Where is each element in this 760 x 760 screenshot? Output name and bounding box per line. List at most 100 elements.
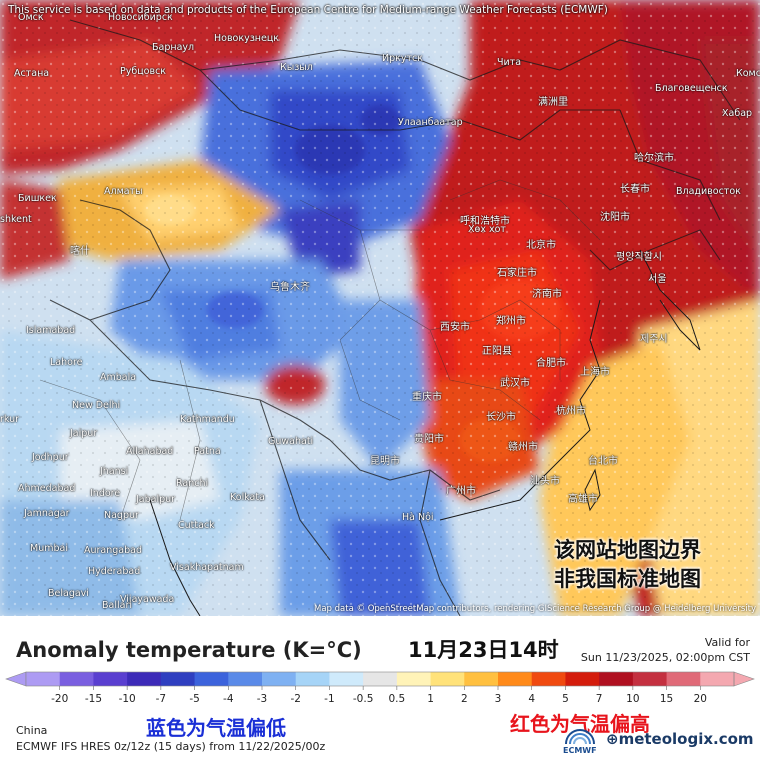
legend-title: Anomaly temperature (K=°C) <box>16 638 362 662</box>
scale-swatch <box>700 672 735 686</box>
city-label: Ahmedabad <box>18 483 76 494</box>
city-label: 沈阳市 <box>600 212 630 223</box>
scale-label: -15 <box>85 693 102 705</box>
scale-label: 5 <box>562 693 569 705</box>
brand-name: meteologix.com <box>618 730 754 748</box>
city-label: Belagavi <box>48 588 89 599</box>
city-label: New Delhi <box>72 400 121 411</box>
scale-label: 20 <box>694 693 707 705</box>
scale-swatch <box>396 672 432 686</box>
city-label: Mumbai <box>30 543 68 554</box>
city-label: 呼和浩特市 <box>460 216 510 227</box>
city-label: 郑州市 <box>496 316 526 327</box>
city-label: Хабар <box>722 108 753 119</box>
scale-label: -5 <box>189 693 199 705</box>
city-label: 평양직할시 <box>616 252 662 263</box>
scale-label: 2 <box>461 693 468 705</box>
city-label: Астана <box>14 68 50 79</box>
brand-link[interactable]: ⊕meteologix.com <box>606 730 754 748</box>
city-label: 서울 <box>648 274 667 285</box>
scale-swatch <box>531 672 566 686</box>
city-label: Hà Nội <box>402 512 434 523</box>
city-label: 高雄市 <box>568 494 598 505</box>
region-label: China <box>16 724 48 737</box>
city-label: Благовещенск <box>655 83 728 94</box>
scale-swatch <box>363 672 398 686</box>
city-label: 长春市 <box>620 184 650 195</box>
temperature-anomaly-map <box>0 0 760 616</box>
city-label: 赣州市 <box>508 442 538 453</box>
service-note: This service is based on data and produc… <box>8 4 608 16</box>
city-label: 石家庄市 <box>497 268 537 279</box>
scale-swatch <box>228 672 263 686</box>
warm-note: 红色为气温偏高 <box>510 712 650 736</box>
scale-swatch <box>666 672 701 686</box>
city-label: Guwahati <box>268 436 314 447</box>
city-label: Ballari <box>102 600 132 611</box>
legend-panel: Anomaly temperature (K=°C) 11月23日14时 Val… <box>0 616 760 760</box>
scale-label: 15 <box>660 693 673 705</box>
scale-swatch <box>329 672 364 686</box>
city-label: 北京市 <box>526 240 556 251</box>
city-label: 武汉市 <box>500 378 530 389</box>
scale-swatch <box>93 672 128 686</box>
city-label: rkur <box>0 414 20 425</box>
scale-label: 10 <box>626 693 639 705</box>
scale-label: -20 <box>51 693 68 705</box>
city-label: Комс <box>736 68 760 79</box>
city-label: Cuttack <box>178 520 215 531</box>
city-label: Jabalpur <box>136 494 176 505</box>
city-label: Хөх хот <box>468 224 506 235</box>
city-label: 哈尔滨市 <box>634 153 674 164</box>
scale-label: 1 <box>427 693 434 705</box>
scale-swatch <box>127 672 162 686</box>
city-label: 重庆市 <box>412 392 442 403</box>
city-label: Алматы <box>104 186 143 197</box>
scale-label: -0.5 <box>353 693 374 705</box>
ecmwf-label: ECMWF <box>563 746 597 755</box>
city-label: Барнаул <box>152 42 195 53</box>
city-label: Бишкек <box>18 193 57 204</box>
city-label: Jhansi <box>100 466 129 477</box>
scale-label: -3 <box>257 693 267 705</box>
city-label: 杭州市 <box>556 406 586 417</box>
city-label: Kathmandu <box>180 414 235 425</box>
valid-time: Sun 11/23/2025, 02:00pm CST <box>580 651 750 664</box>
scale-label: -10 <box>119 693 136 705</box>
city-label: 合肥市 <box>536 358 566 369</box>
brand-globe-icon: ⊕ <box>606 730 619 748</box>
city-label: 济南市 <box>532 289 562 300</box>
scale-arrow-high <box>733 671 755 687</box>
city-label: Омск <box>18 12 44 23</box>
city-label: 喀什 <box>70 246 90 257</box>
scale-label: -1 <box>324 693 334 705</box>
city-label: Ranchi <box>176 478 209 489</box>
scale-swatch <box>194 672 229 686</box>
scale-swatch <box>632 672 668 686</box>
city-label: 贵阳市 <box>414 434 444 445</box>
city-label: Aurangabad <box>84 545 143 556</box>
scale-label: -7 <box>156 693 166 705</box>
city-label: Indore <box>90 488 121 499</box>
scale-label: 7 <box>596 693 603 705</box>
city-label: Lahore <box>50 357 83 368</box>
city-label: Рубцовск <box>120 66 167 77</box>
city-label: Jamnagar <box>24 508 70 519</box>
disclaimer-line: 非我国标准地图 <box>554 567 701 591</box>
city-label: Allahabad <box>126 446 174 457</box>
scale-label: -2 <box>290 693 300 705</box>
scale-label: -4 <box>223 693 234 705</box>
city-label: Улаанбаатар <box>398 117 463 128</box>
city-label: 正阳县 <box>482 346 512 357</box>
city-label: shkent <box>0 214 32 225</box>
map-attribution: Map data © OpenStreetMap contributors, r… <box>314 604 756 614</box>
city-label: 西安市 <box>440 322 470 333</box>
city-label: Kolkata <box>230 492 265 503</box>
forecast-date: 11月23日14时 <box>408 638 559 662</box>
city-label: Hyderabad <box>88 566 141 577</box>
city-label: Jodhpur <box>32 452 69 463</box>
city-label: Islamabad <box>26 325 76 336</box>
disclaimer-line: 该网站地图边界 <box>554 538 701 562</box>
scale-label: 4 <box>528 693 535 705</box>
scale-swatch <box>59 672 94 686</box>
